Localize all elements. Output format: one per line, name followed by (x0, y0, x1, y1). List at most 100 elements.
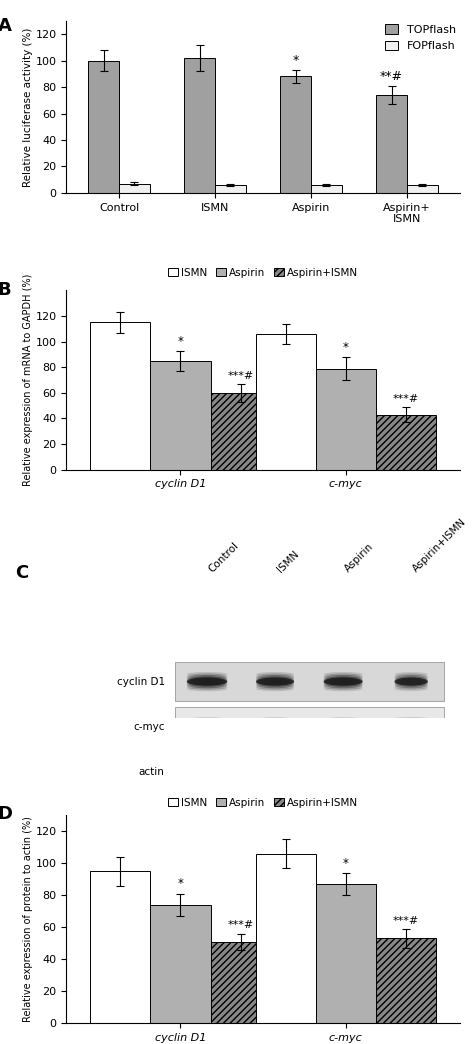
Ellipse shape (186, 762, 228, 766)
Ellipse shape (255, 772, 295, 779)
Ellipse shape (324, 684, 363, 690)
Text: C: C (15, 564, 28, 583)
Ellipse shape (258, 718, 292, 725)
Text: *: * (178, 335, 183, 348)
Bar (316, 369, 376, 470)
Ellipse shape (256, 677, 294, 685)
Text: ***#: ***# (392, 395, 419, 404)
Text: D: D (0, 805, 12, 823)
Text: ***#: ***# (392, 916, 419, 926)
Ellipse shape (256, 678, 294, 686)
Ellipse shape (394, 678, 428, 686)
Ellipse shape (323, 775, 363, 780)
Ellipse shape (189, 720, 225, 727)
Ellipse shape (256, 672, 294, 677)
Ellipse shape (323, 777, 363, 782)
Bar (89, 61, 119, 193)
Ellipse shape (258, 729, 292, 735)
FancyBboxPatch shape (174, 707, 444, 746)
Ellipse shape (324, 677, 363, 685)
Legend: ISMN, Aspirin, Aspirin+ISMN: ISMN, Aspirin, Aspirin+ISMN (164, 263, 363, 282)
Text: ***#: ***# (228, 372, 254, 381)
Ellipse shape (256, 682, 294, 688)
Text: A: A (0, 18, 11, 35)
Ellipse shape (391, 762, 432, 766)
Ellipse shape (187, 673, 227, 680)
Bar (215, 185, 246, 193)
Ellipse shape (186, 775, 228, 780)
Ellipse shape (189, 717, 225, 721)
Ellipse shape (187, 684, 227, 690)
Bar (255, 854, 316, 1023)
Text: Aspirin+ISMN: Aspirin+ISMN (411, 517, 469, 574)
Ellipse shape (326, 727, 360, 734)
Ellipse shape (391, 765, 432, 773)
Text: cyclin D1: cyclin D1 (117, 677, 164, 687)
Bar (119, 184, 150, 193)
Ellipse shape (189, 723, 225, 732)
Ellipse shape (324, 673, 363, 680)
Ellipse shape (324, 687, 363, 691)
Ellipse shape (256, 679, 294, 687)
Ellipse shape (323, 762, 363, 766)
Ellipse shape (390, 720, 432, 727)
Ellipse shape (391, 766, 432, 775)
Ellipse shape (256, 673, 294, 680)
Ellipse shape (394, 674, 428, 682)
Ellipse shape (394, 672, 428, 677)
Ellipse shape (391, 777, 432, 782)
Ellipse shape (391, 764, 432, 769)
Ellipse shape (326, 729, 360, 735)
Ellipse shape (255, 764, 295, 769)
Bar (376, 95, 407, 193)
Ellipse shape (189, 727, 225, 734)
Ellipse shape (394, 679, 428, 687)
Ellipse shape (391, 775, 432, 780)
Ellipse shape (326, 732, 360, 736)
Ellipse shape (258, 722, 292, 731)
Ellipse shape (394, 673, 428, 680)
Ellipse shape (186, 764, 228, 769)
Text: ISMN: ISMN (275, 549, 301, 574)
Ellipse shape (189, 722, 225, 731)
Ellipse shape (189, 721, 225, 730)
Ellipse shape (390, 721, 432, 730)
Text: Aspirin: Aspirin (343, 542, 376, 574)
FancyBboxPatch shape (174, 753, 444, 791)
Ellipse shape (323, 772, 363, 779)
Ellipse shape (394, 677, 428, 685)
Ellipse shape (186, 777, 228, 782)
Ellipse shape (326, 717, 360, 721)
Bar (255, 334, 316, 470)
Y-axis label: Relative expression of protein to actin (%): Relative expression of protein to actin … (23, 816, 33, 1022)
Ellipse shape (189, 729, 225, 735)
Legend: ISMN, Aspirin, Aspirin+ISMN: ISMN, Aspirin, Aspirin+ISMN (164, 793, 363, 812)
Ellipse shape (324, 679, 363, 687)
Ellipse shape (390, 729, 432, 735)
Ellipse shape (186, 767, 228, 776)
Ellipse shape (187, 687, 227, 691)
Ellipse shape (256, 674, 294, 682)
Ellipse shape (323, 766, 363, 775)
Ellipse shape (258, 720, 292, 727)
Ellipse shape (324, 678, 363, 686)
Ellipse shape (256, 687, 294, 691)
Ellipse shape (187, 677, 227, 685)
Bar (91, 323, 150, 470)
Bar (376, 939, 436, 1023)
Ellipse shape (323, 764, 363, 769)
Ellipse shape (258, 723, 292, 732)
Ellipse shape (255, 766, 295, 775)
Ellipse shape (258, 732, 292, 736)
Y-axis label: Relative expression of mRNA to GAPDH (%): Relative expression of mRNA to GAPDH (%) (23, 274, 33, 487)
Bar (311, 185, 342, 193)
Ellipse shape (390, 722, 432, 731)
Bar (210, 393, 271, 470)
Ellipse shape (186, 766, 228, 775)
Ellipse shape (390, 723, 432, 732)
Ellipse shape (255, 767, 295, 776)
Ellipse shape (187, 678, 227, 686)
Ellipse shape (323, 765, 363, 773)
Ellipse shape (187, 672, 227, 677)
Bar (91, 872, 150, 1023)
